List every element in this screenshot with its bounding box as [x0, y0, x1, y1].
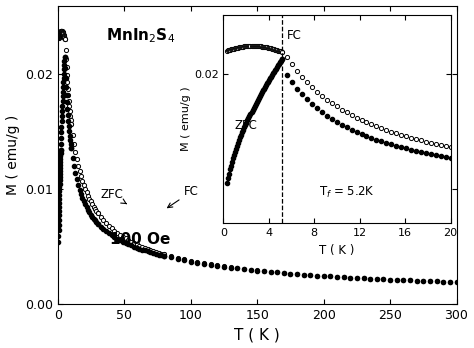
Text: ZFC: ZFC: [100, 188, 127, 204]
Y-axis label: M ( emu/g ): M ( emu/g ): [6, 115, 19, 195]
X-axis label: T ( K ): T ( K ): [234, 327, 280, 342]
Text: FC: FC: [168, 185, 199, 208]
Text: MnIn$_2$S$_4$: MnIn$_2$S$_4$: [106, 26, 175, 45]
Text: 100 Oe: 100 Oe: [110, 232, 170, 247]
